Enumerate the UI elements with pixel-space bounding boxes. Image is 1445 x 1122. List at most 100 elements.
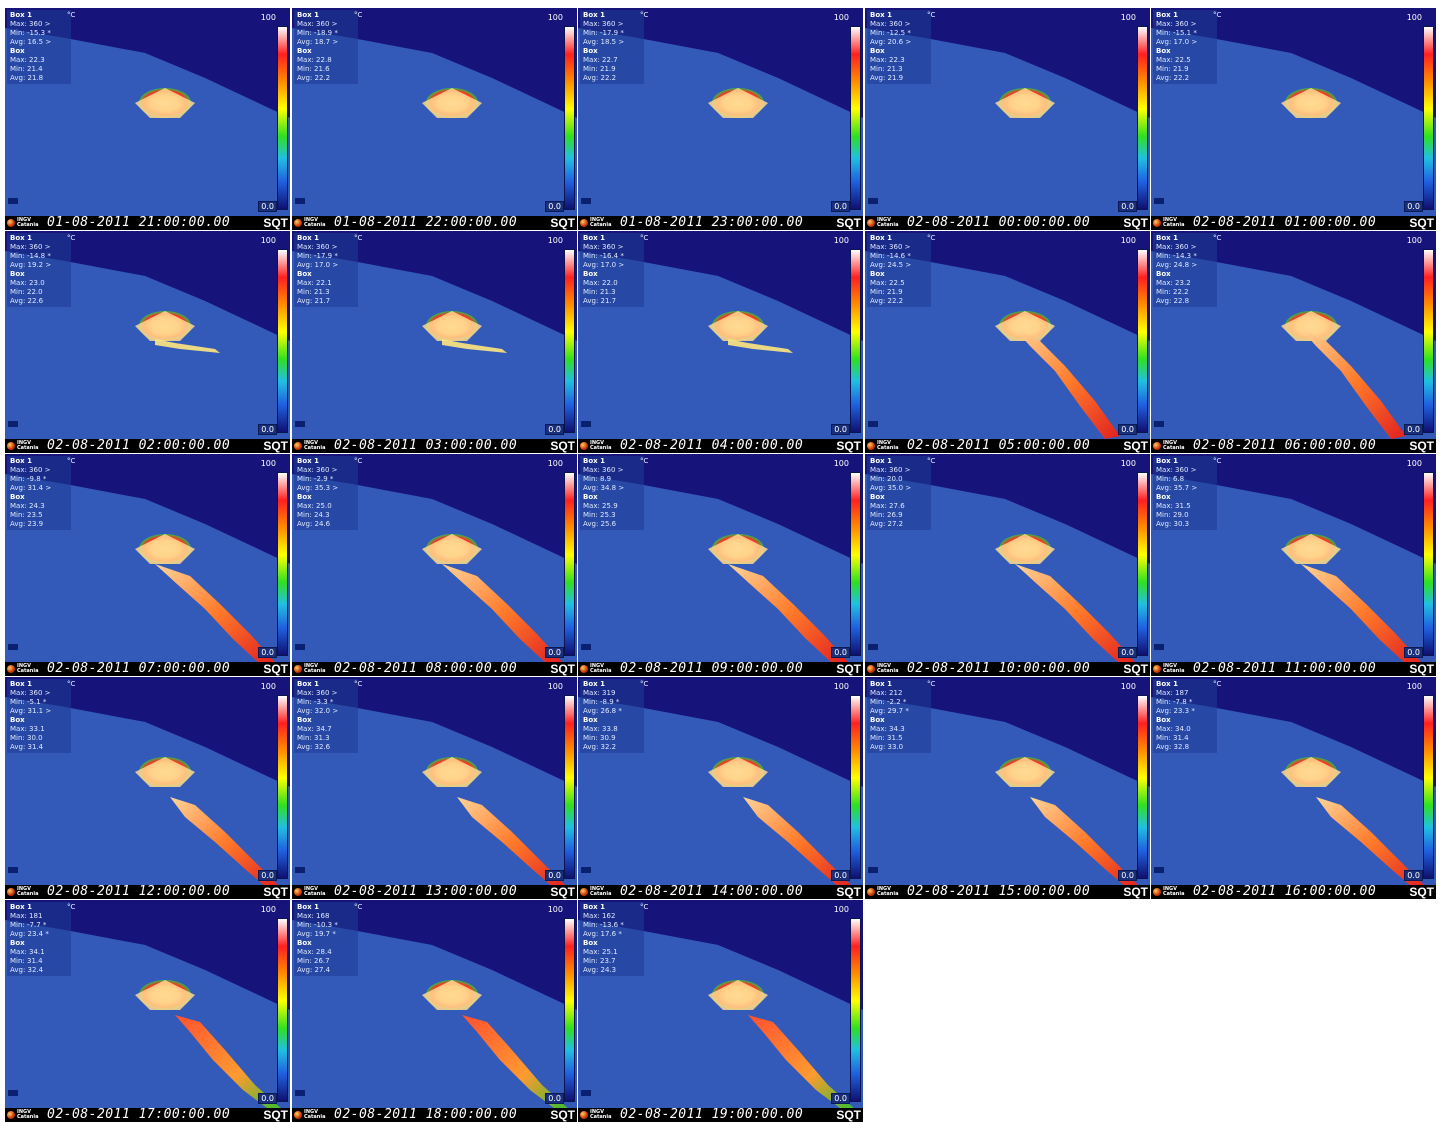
scale-max: 100 [260,13,276,22]
unit-label: °C [67,234,76,242]
box1-max: Max: 360 > [297,466,338,474]
station-label: SQT [1123,439,1148,453]
box1-max: Max: 187 [1156,689,1189,697]
frame-footer: INGV Catania 02-08-2011 16:00:00.00 SQT [1151,885,1436,899]
frame-footer: INGV Catania 02-08-2011 07:00:00.00 SQT [5,662,290,676]
logo-text: INGV Catania [590,663,612,674]
box1-avg: Avg: 34.8 > [583,484,625,492]
box2-label: Box [297,939,312,947]
station-label: SQT [550,216,575,230]
box1-min: Min: 20.0 [870,475,903,483]
unit-label: °C [354,11,363,19]
box2-max: Max: 31.5 [1156,502,1191,510]
corner-marker [8,644,18,650]
box1-min: Min: -2.2 * [870,698,907,706]
scale-min: 0.0 [831,870,850,881]
volcano-logo-icon [294,888,302,896]
box1-min: Min: -8.9 * [583,698,620,706]
scale-min: 0.0 [258,647,277,658]
ingv-logo: INGV Catania [7,664,38,674]
scale-min: 0.0 [1118,424,1137,435]
corner-marker [581,1090,591,1096]
timestamp: 02-08-2011 04:00:00.00 [620,438,804,453]
scale-min: 0.0 [258,870,277,881]
box2-label: Box [10,270,25,278]
volcano-logo-icon [580,665,588,673]
box1-label: Box 1 [10,234,32,242]
temperature-colorbar [564,26,575,210]
station-label: SQT [1409,216,1434,230]
unit-label: °C [927,234,936,242]
box1-min: Min: -7.8 * [1156,698,1193,706]
box2-min: Min: 29.0 [1156,511,1189,519]
unit-label: °C [640,680,649,688]
scale-max: 100 [1406,459,1422,468]
volcano-logo-icon [7,665,15,673]
measurement-panel: Box 1 Max: 360 > Min: -2.9 * Avg: 35.3 >… [294,456,358,530]
box1-label: Box 1 [10,11,32,19]
measurement-panel: Box 1 Max: 181 Min: -7.7 * Avg: 23.4 * B… [7,902,71,976]
scale-max: 100 [833,13,849,22]
box2-min: Min: 26.7 [297,957,330,965]
box1-label: Box 1 [10,903,32,911]
corner-marker [295,1090,305,1096]
station-label: SQT [550,439,575,453]
volcano-logo-icon [1153,219,1161,227]
volcano-logo-icon [7,442,15,450]
box2-min: Min: 31.3 [297,734,330,742]
temperature-colorbar [277,249,288,433]
box2-label: Box [1156,270,1171,278]
temperature-colorbar [1137,26,1148,210]
volcano-logo-icon [580,1111,588,1119]
ingv-logo: INGV Catania [294,1110,325,1120]
logo-text: INGV Catania [877,440,899,451]
box1-min: Min: -18.9 * [297,29,338,37]
box1-max: Max: 360 > [10,243,51,251]
box1-label: Box 1 [583,903,605,911]
box2-avg: Avg: 31.4 [10,743,44,751]
timestamp: 02-08-2011 09:00:00.00 [620,661,804,676]
frame-footer: INGV Catania 02-08-2011 08:00:00.00 SQT [292,662,577,676]
timestamp: 02-08-2011 02:00:00.00 [47,438,231,453]
box2-label: Box [583,47,598,55]
thermal-frame: Box 1 Max: 360 > Min: -14.3 * Avg: 24.8 … [1151,231,1436,453]
temperature-colorbar [850,249,861,433]
timestamp: 02-08-2011 15:00:00.00 [907,884,1091,899]
thermal-frame: Box 1 Max: 360 > Min: 6.8 Avg: 35.7 > Bo… [1151,454,1436,676]
frame-footer: INGV Catania 02-08-2011 10:00:00.00 SQT [865,662,1150,676]
scale-min: 0.0 [831,424,850,435]
box2-avg: Avg: 22.6 [10,297,44,305]
box1-avg: Avg: 35.3 > [297,484,339,492]
ingv-logo: INGV Catania [867,887,898,897]
box1-label: Box 1 [1156,680,1178,688]
box2-label: Box [583,716,598,724]
unit-label: °C [354,234,363,242]
box2-min: Min: 31.5 [870,734,903,742]
box2-avg: Avg: 27.4 [297,966,331,974]
scale-max: 100 [833,682,849,691]
scale-min: 0.0 [258,424,277,435]
thermal-frame: Box 1 Max: 360 > Min: -17.9 * Avg: 17.0 … [292,231,577,453]
volcano-logo-icon [294,219,302,227]
box2-avg: Avg: 27.2 [870,520,904,528]
station-label: SQT [1409,439,1434,453]
ingv-logo: INGV Catania [294,887,325,897]
timestamp: 02-08-2011 01:00:00.00 [1193,215,1377,230]
corner-marker [581,867,591,873]
logo-text: INGV Catania [877,217,899,228]
box2-min: Min: 21.9 [583,65,616,73]
thermal-frame: Box 1 Max: 360 > Min: -14.8 * Avg: 19.2 … [5,231,290,453]
measurement-panel: Box 1 Max: 360 > Min: -15.3 * Avg: 16.5 … [7,10,71,84]
corner-marker [295,867,305,873]
box2-min: Min: 21.3 [297,288,330,296]
box1-min: Min: -15.3 * [10,29,51,37]
box1-avg: Avg: 23.4 * [10,930,49,938]
box2-label: Box [870,493,885,501]
logo-text: INGV Catania [304,663,326,674]
thermal-frame: Box 1 Max: 360 > Min: -16.4 * Avg: 17.0 … [578,231,863,453]
station-label: SQT [836,662,861,676]
thermal-frame: Box 1 Max: 360 > Min: -12.5 * Avg: 20.6 … [865,8,1150,230]
box1-max: Max: 360 > [1156,243,1197,251]
station-label: SQT [836,439,861,453]
logo-text: INGV Catania [17,1109,39,1120]
